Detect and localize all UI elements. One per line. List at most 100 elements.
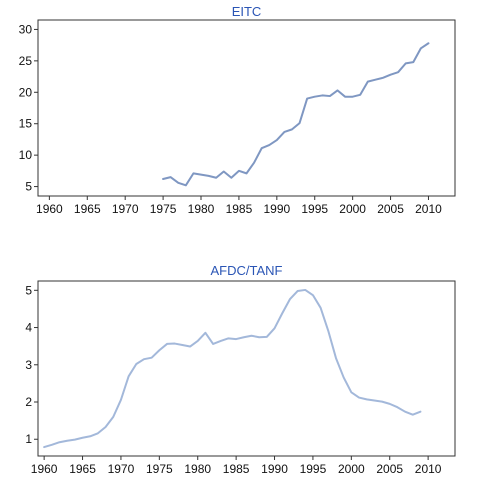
afdc-tanf-data-point (43, 446, 45, 448)
afdc-tanf-data-point (212, 343, 214, 345)
eitc-data-point (359, 94, 361, 96)
afdc-tanf-data-point (412, 414, 414, 416)
eitc-data-point (291, 128, 293, 130)
eitc-title: EITC (232, 4, 262, 19)
afdc-tanf-data-point (258, 336, 260, 338)
eitc-data-point (374, 79, 376, 81)
afdc-tanf-x-tick-label: 1985 (223, 462, 250, 476)
afdc-tanf-data-point (396, 406, 398, 408)
afdc-tanf-data-point (289, 298, 291, 300)
afdc-tanf-data-point (320, 307, 322, 309)
eitc-data-point (170, 176, 172, 178)
afdc-tanf-series-line (43, 288, 422, 449)
eitc-data-point (162, 178, 164, 180)
eitc-data-point (344, 96, 346, 98)
afdc-tanf-chart: AFDC/TANF 1960 1965 1970 1975 1980 1985 1990 199… (25, 263, 456, 476)
afdc-tanf-data-point (220, 340, 222, 342)
afdc-tanf-data-point (297, 290, 299, 292)
afdc-tanf-data-point (166, 343, 168, 345)
afdc-tanf-data-point (59, 441, 61, 443)
eitc-x-tick-label: 1975 (150, 202, 177, 216)
eitc-y-tick-label: 20 (19, 85, 33, 99)
eitc-data-point (412, 61, 414, 63)
eitc-data-point (299, 122, 301, 124)
eitc-x-tick-label: 2010 (415, 202, 442, 216)
afdc-tanf-x-tick-label: 1990 (261, 462, 288, 476)
eitc-y-tick-label: 25 (19, 54, 33, 68)
afdc-tanf-data-point (135, 363, 137, 365)
afdc-tanf-data-point (89, 435, 91, 437)
afdc-tanf-y-tick-label: 3 (25, 358, 32, 372)
eitc-data-point (382, 77, 384, 79)
eitc-data-point (321, 94, 323, 96)
eitc-plot-frame (37, 19, 456, 197)
eitc-data-point (230, 177, 232, 179)
eitc-x-tick-label: 1965 (74, 202, 101, 216)
afdc-tanf-data-point (197, 340, 199, 342)
afdc-tanf-y-tick-label: 1 (25, 432, 32, 446)
afdc-tanf-data-point (181, 344, 183, 346)
afdc-tanf-data-point (327, 330, 329, 332)
afdc-tanf-data-point (112, 416, 114, 418)
eitc-data-point (253, 162, 255, 164)
eitc-data-point (215, 177, 217, 179)
eitc-x-tick-label: 1970 (112, 202, 139, 216)
eitc-data-point (367, 81, 369, 83)
afdc-tanf-data-point (158, 349, 160, 351)
eitc-data-point (238, 170, 240, 172)
afdc-tanf-y-tick-label: 2 (25, 395, 32, 409)
afdc-tanf-x-tick-label: 1980 (184, 462, 211, 476)
eitc-data-point (200, 174, 202, 176)
afdc-tanf-data-point (105, 426, 107, 428)
afdc-tanf-data-point (404, 411, 406, 413)
eitc-data-point (427, 42, 429, 44)
eitc-data-point (397, 71, 399, 73)
eitc-data-point (283, 131, 285, 133)
afdc-tanf-data-point (381, 401, 383, 403)
afdc-tanf-data-point (419, 411, 421, 413)
eitc-y-tick-label: 5 (25, 180, 32, 194)
afdc-tanf-data-point (189, 346, 191, 348)
eitc-data-point (276, 139, 278, 141)
eitc-data-point (390, 74, 392, 76)
eitc-data-point (329, 95, 331, 97)
eitc-x-tick-label: 1990 (263, 202, 290, 216)
afdc-tanf-data-point (266, 336, 268, 338)
afdc-tanf-y-tick-label: 5 (25, 283, 32, 297)
afdc-tanf-x-tick-label: 1960 (31, 462, 58, 476)
eitc-data-point (192, 172, 194, 174)
afdc-tanf-data-point (343, 376, 345, 378)
eitc-y-tick-label: 10 (19, 148, 33, 162)
afdc-tanf-data-point (250, 335, 252, 337)
afdc-tanf-data-point (66, 440, 68, 442)
afdc-tanf-data-point (82, 437, 84, 439)
eitc-data-point (223, 170, 225, 172)
afdc-tanf-x-tick-label: 1970 (108, 462, 135, 476)
eitc-x-tick-label: 2005 (377, 202, 404, 216)
eitc-data-point (314, 96, 316, 98)
eitc-x-tick-label: 1960 (36, 202, 63, 216)
afdc-tanf-data-point (51, 444, 53, 446)
afdc-tanf-x-tick-label: 1995 (300, 462, 327, 476)
eitc-x-tick-label: 2000 (339, 202, 366, 216)
afdc-tanf-x-tick-label: 2000 (338, 462, 365, 476)
eitc-series-line (162, 42, 430, 187)
afdc-tanf-data-point (243, 336, 245, 338)
eitc-data-point (405, 62, 407, 64)
eitc-data-point (185, 184, 187, 186)
afdc-tanf-data-point (227, 337, 229, 339)
afdc-tanf-x-tick-label: 2005 (376, 462, 403, 476)
afdc-tanf-data-point (74, 439, 76, 441)
afdc-tanf-data-point (358, 397, 360, 399)
afdc-tanf-data-point (97, 432, 99, 434)
eitc-data-point (208, 175, 210, 177)
afdc-tanf-data-point (304, 289, 306, 291)
afdc-tanf-data-point (274, 327, 276, 329)
afdc-tanf-data-point (235, 338, 237, 340)
eitc-data-point (268, 144, 270, 146)
afdc-tanf-x-tick-label: 1975 (146, 462, 173, 476)
afdc-tanf-x-tick-label: 2010 (415, 462, 442, 476)
afdc-tanf-data-point (204, 332, 206, 334)
afdc-tanf-data-point (366, 398, 368, 400)
